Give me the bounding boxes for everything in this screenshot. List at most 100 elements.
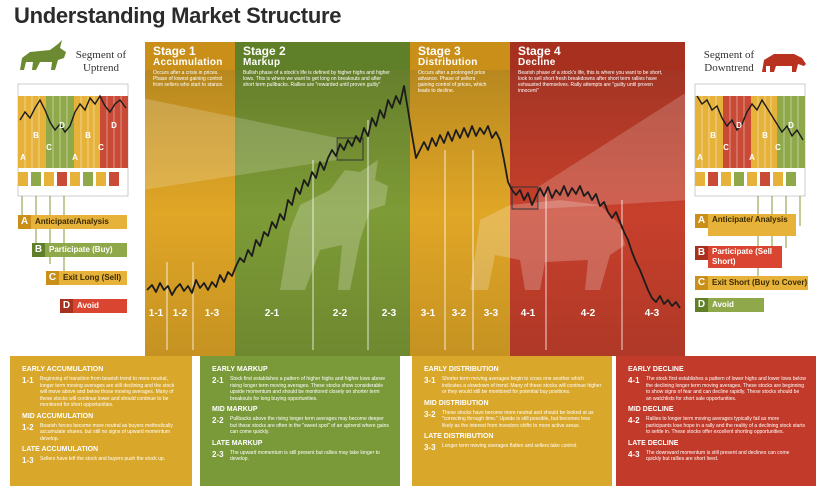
uptrend-thumbnail [17,83,129,197]
panel-heading: EARLY MARKUP [212,366,268,373]
panel-code: 1-1 [22,376,34,385]
panel-heading: MID DISTRIBUTION [424,399,489,407]
page-title: Understanding Market Structure [14,3,342,28]
thumbnail-bar-letter: A [20,153,26,162]
stage-1-description: Occurs after a crisis in prices. Phase o… [153,70,224,88]
panel-heading: MID DECLINE [628,406,674,413]
panel-entry: 3-3 Longer term moving averages flatten a… [424,443,602,452]
stage-1-name: Accumulation [153,57,223,68]
legend-letter: B [695,246,708,260]
panel-heading: LATE ACCUMULATION [22,446,99,453]
panel-code: 1-3 [22,456,34,465]
panel-heading: LATE DECLINE [628,439,679,447]
panel-entry: 1-2 Bearish forces become more neutral as… [22,423,182,443]
sub-stage-label: 1-1 [148,308,164,319]
stage-1-number: Stage 1 [153,44,196,58]
sub-stage-label: 3-1 [420,308,436,319]
thumbnail-bar-letter: B [85,131,91,140]
stage-4-name: Decline [518,57,556,68]
panel-heading: MID ACCUMULATION [22,412,94,420]
stage-3-number: Stage 3 [418,44,461,58]
stage-panel-3: EARLY DISTRIBUTION 3-1 Shorter term moving… [412,356,612,486]
sub-stage-label: 4-1 [520,308,536,319]
stage-2-description: Bullish phase of a stock's life is defin… [243,70,390,88]
stage-4-description: Bearish phase of a stock's life, this is… [518,70,663,94]
price-line [146,85,681,309]
sub-stage-label: 3-3 [483,308,499,319]
sub-stage-label: 2-3 [381,308,397,319]
panel-entry: 3-2 These stocks have become more neutral… [424,410,602,430]
legend-exit-long: Exit Long (Sell) [59,271,127,285]
stage-panel-1: EARLY ACCUMULATION 1-1 Beginning of transi… [10,356,192,486]
panel-code: 2-1 [212,376,224,385]
panel-text: The upward momentum is still present but… [230,449,380,463]
panel-code: 3-3 [424,443,436,452]
sub-stage-label: 3-2 [451,308,467,319]
stage-2-name: Markup [243,57,281,68]
thumbnail-bar-letter: A [749,153,755,162]
legend-participate: Participate (Buy) [45,243,127,257]
panel-text: Sellers have left the stock and buyers p… [40,456,166,462]
legend-avoid: Avoid [73,299,127,313]
panel-text: Rallies to longer term moving averages t… [646,416,805,435]
stage-2-header: Stage 2 Markup [235,42,410,68]
panel-heading: EARLY DISTRIBUTION [424,366,499,373]
stage-2-number: Stage 2 [243,44,286,58]
stage-3-header: Stage 3 Distribution [410,42,510,68]
stage-panel-2: EARLY MARKUP 2-1 Stock first establishes a… [200,356,400,486]
panel-entry: 3-1 Shorter term moving averages begin to… [424,376,602,396]
panel-code: 4-2 [628,416,640,425]
panel-text: Pullbacks above the rising longer term a… [230,416,389,435]
panel-entry: 2-3 The upward momentum is still present … [212,450,390,463]
thumbnail-bar-letter: C [46,143,52,152]
sub-stage-label: 2-2 [332,308,348,319]
legend-anticipate: Anticipate/ Analysis [708,214,796,236]
panel-heading: EARLY DECLINE [628,366,684,373]
panel-text: The downward momentum is still present a… [646,449,790,463]
legend-letter: A [695,214,708,228]
panel-text: Longer term moving averages flatten and … [442,443,578,449]
stage-panel-4: EARLY DECLINE 4-1 The stock first establis… [616,356,816,486]
sub-stage-label: 1-2 [172,308,188,319]
thumbnail-bar-letter: D [788,121,794,130]
bull-icon [20,40,66,70]
legend-letter: D [60,299,73,313]
bear-icon [762,54,806,72]
panel-entry: 2-2 Pullbacks above the rising longer ter… [212,416,390,436]
thumbnail-bar-letter: C [775,143,781,152]
sub-stage-label: 4-2 [580,308,596,319]
panel-code: 4-1 [628,376,640,385]
legend-letter: C [695,276,708,290]
thumbnail-bar-letter: C [723,143,729,152]
downtrend-segment-label: Segment of Downtrend [703,49,755,74]
legend-letter: B [32,243,45,257]
panel-entry: 2-1 Stock first establishes a pattern of … [212,376,390,402]
legend-letter: C [46,271,59,285]
uptrend-zoom-beam [142,98,337,190]
panel-text: Stock first establishes a pattern of hig… [230,376,386,402]
stage-1-header: Stage 1 Accumulation [145,42,235,68]
panel-entry: 4-3 The downward momentum is still presen… [628,450,806,463]
thumbnail-bar-letter: C [98,143,104,152]
panel-text: Beginning of transition from bearish tre… [40,376,175,408]
panel-code: 3-2 [424,409,436,419]
panel-text: Shorter term moving averages begin to cr… [442,376,602,395]
panel-entry: 4-2 Rallies to longer term moving average… [628,416,806,436]
thumbnail-bar-letter: B [33,131,39,140]
thumbnail-bar-letter: D [736,121,742,130]
panel-text: Bearish forces become more neutral as bu… [40,422,173,442]
legend-letter: D [695,298,708,312]
thumbnail-bar-letter: B [762,131,768,140]
panel-code: 3-1 [424,376,436,385]
panel-heading: EARLY ACCUMULATION [22,366,104,373]
downtrend-zoom-box [511,186,539,210]
thumbnail-bar-letter: A [72,153,78,162]
legend-anticipate: Anticipate/Analysis [31,215,127,229]
panel-entry: 1-1 Beginning of transition from bearish … [22,376,182,409]
stage-3-name: Distribution [418,57,478,68]
panel-code: 4-3 [628,449,640,459]
panel-code: 2-3 [212,449,224,459]
sub-stage-label: 4-3 [644,308,660,319]
